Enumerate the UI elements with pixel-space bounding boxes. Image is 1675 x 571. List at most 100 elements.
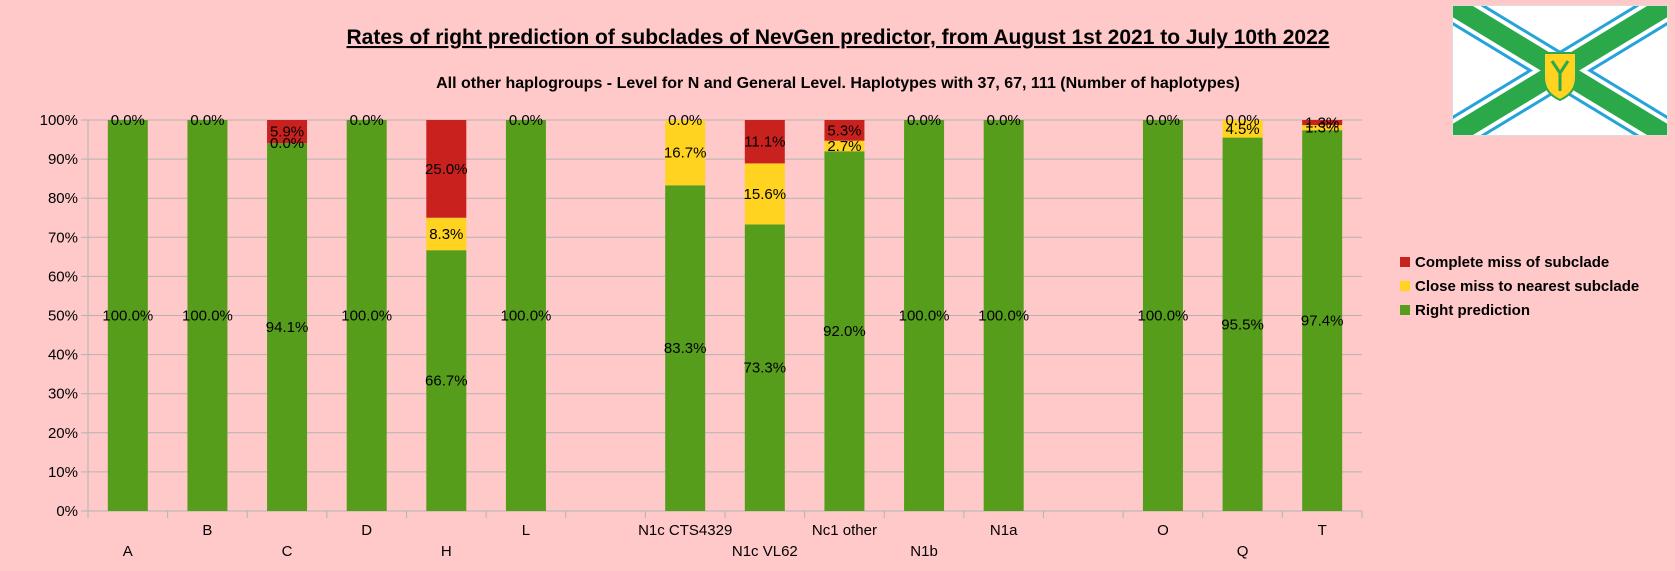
x-tick-label: Nc1 other: [812, 522, 877, 539]
bar-segment: [1142, 120, 1183, 511]
y-tick-label: 100%: [40, 112, 78, 129]
bar-segment: [267, 143, 308, 511]
bar-segment: [665, 185, 706, 511]
data-label: 0.0%: [350, 112, 384, 129]
bar-segment: [107, 120, 148, 511]
bar-segment: [267, 120, 308, 144]
legend-swatch: [1400, 305, 1410, 315]
x-tick-label: N1a: [990, 522, 1018, 539]
data-label: 100.0%: [899, 308, 950, 325]
data-label: 0.0%: [190, 112, 224, 129]
y-tick-label: 10%: [48, 464, 78, 481]
data-label: 4.5%: [1225, 121, 1259, 138]
bar-segment: [904, 120, 945, 511]
bar-segment: [1222, 137, 1263, 511]
data-label: 0.0%: [1225, 112, 1259, 129]
data-label: 66.7%: [425, 373, 468, 390]
data-label: 5.3%: [827, 122, 861, 139]
data-label: 100.0%: [102, 308, 153, 325]
data-label: 2.7%: [827, 138, 861, 155]
x-tick-label: A: [123, 543, 133, 560]
bar-segment: [744, 163, 785, 225]
data-label: 100.0%: [182, 308, 233, 325]
bar-segment: [665, 120, 706, 186]
data-label: 92.0%: [823, 323, 866, 340]
legend-swatch: [1400, 257, 1410, 267]
bar-segment: [1302, 130, 1343, 511]
chart-title: Rates of right prediction of subclades o…: [347, 26, 1330, 49]
bar-segment: [505, 120, 546, 511]
data-label: 11.1%: [744, 134, 785, 151]
data-label: 100.0%: [1138, 308, 1189, 325]
legend-item: Right prediction: [1400, 302, 1530, 319]
plot-area: 0% 10% 20% 30% 40% 50% 60% 70% 80% 90% 100% A B C D H L N…: [40, 112, 1363, 560]
data-label: 0.0%: [907, 112, 941, 129]
x-tick-label: T: [1318, 522, 1327, 539]
data-label: 0.0%: [668, 112, 702, 129]
bar-segment: [824, 140, 865, 152]
data-label: 100.0%: [341, 308, 392, 325]
legend-item: Close miss to nearest subclade: [1400, 278, 1639, 295]
data-label: 5.9%: [270, 124, 304, 141]
legend-label: Right prediction: [1415, 302, 1530, 319]
data-label: 16.7%: [664, 145, 707, 162]
data-label: 0.0%: [1146, 112, 1180, 129]
y-tick-label: 20%: [48, 425, 78, 442]
bar-segment: [744, 224, 785, 511]
bar-segment: [1302, 125, 1343, 131]
y-tick-label: 90%: [48, 151, 78, 168]
legend-swatch: [1400, 281, 1410, 291]
data-label: 73.3%: [744, 360, 787, 377]
bar-segment: [346, 120, 387, 511]
x-tick-label: D: [361, 522, 372, 539]
bar-segment: [983, 120, 1024, 511]
bar-segment: [744, 120, 785, 164]
data-label: 83.3%: [664, 340, 707, 357]
y-tick-label: 0%: [56, 503, 78, 520]
bar-segment: [426, 217, 467, 251]
x-tick-label: N1b: [910, 543, 938, 560]
x-tick-label: Q: [1237, 543, 1249, 560]
x-tick-label: N1c VL62: [732, 543, 798, 560]
bar-segment: [426, 120, 467, 218]
bar-segment: [824, 151, 865, 511]
x-tick-label: B: [202, 522, 212, 539]
bar-segment: [1302, 120, 1343, 126]
data-label: 100.0%: [501, 308, 552, 325]
y-tick-label: 30%: [48, 386, 78, 403]
data-label: 97.4%: [1301, 313, 1344, 330]
legend-item: Complete miss of subclade: [1400, 254, 1609, 271]
x-tick-label: N1c CTS4329: [638, 522, 732, 539]
flag-icon: [1452, 5, 1668, 136]
legend: Complete miss of subclade Close miss to n…: [1400, 254, 1639, 319]
y-tick-label: 70%: [48, 229, 78, 246]
bar-segment: [824, 120, 865, 141]
data-label: 0.0%: [987, 112, 1021, 129]
data-label: 0.0%: [270, 135, 304, 152]
x-tick-label: C: [282, 543, 293, 560]
x-tick-label: L: [522, 522, 530, 539]
x-tick-label: H: [441, 543, 452, 560]
data-label: 25.0%: [425, 161, 468, 178]
data-label: 1.3%: [1305, 115, 1339, 132]
data-label: 100.0%: [978, 308, 1029, 325]
y-tick-label: 60%: [48, 268, 78, 285]
x-tick-label: O: [1157, 522, 1169, 539]
y-tick-label: 50%: [48, 308, 78, 325]
y-tick-label: 80%: [48, 190, 78, 207]
chart-subtitle: All other haplogroups - Level for N and …: [436, 75, 1240, 92]
bar-segment: [187, 120, 228, 511]
data-label: 15.6%: [744, 186, 787, 203]
y-tick-label: 40%: [48, 347, 78, 364]
data-label: 1.3%: [1305, 120, 1339, 137]
data-label: 0.0%: [111, 112, 145, 129]
bar-segment: [426, 250, 467, 511]
data-label: 0.0%: [509, 112, 543, 129]
data-label: 95.5%: [1221, 316, 1264, 333]
data-label: 8.3%: [429, 226, 463, 243]
legend-label: Close miss to nearest subclade: [1415, 278, 1639, 295]
bar-segment: [1222, 120, 1263, 138]
data-label: 94.1%: [266, 319, 309, 336]
legend-label: Complete miss of subclade: [1415, 254, 1609, 271]
